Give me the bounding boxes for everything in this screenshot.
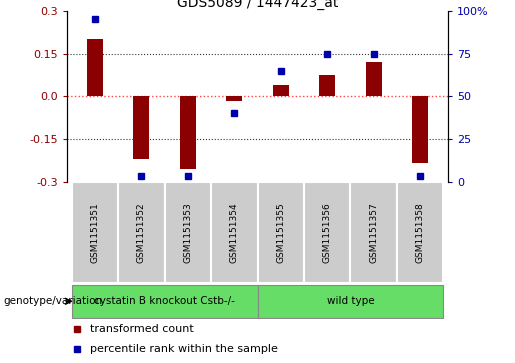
Text: transformed count: transformed count bbox=[90, 325, 194, 334]
Bar bbox=[133, 96, 149, 159]
Text: cystatin B knockout Cstb-/-: cystatin B knockout Cstb-/- bbox=[94, 296, 235, 306]
Text: GSM1151358: GSM1151358 bbox=[416, 202, 425, 263]
Bar bbox=[397, 182, 443, 283]
Bar bbox=[72, 285, 258, 318]
Bar bbox=[258, 285, 443, 318]
Bar bbox=[211, 182, 258, 283]
Text: percentile rank within the sample: percentile rank within the sample bbox=[90, 344, 278, 354]
Text: GSM1151352: GSM1151352 bbox=[137, 202, 146, 263]
Bar bbox=[366, 62, 382, 96]
Bar bbox=[319, 75, 335, 96]
Text: wild type: wild type bbox=[327, 296, 374, 306]
Bar bbox=[180, 96, 196, 169]
Text: genotype/variation: genotype/variation bbox=[4, 296, 103, 306]
Bar bbox=[226, 96, 243, 101]
Text: GSM1151355: GSM1151355 bbox=[276, 202, 285, 263]
Bar bbox=[87, 39, 103, 96]
Text: GSM1151356: GSM1151356 bbox=[323, 202, 332, 263]
Bar bbox=[272, 85, 289, 96]
Title: GDS5089 / 1447423_at: GDS5089 / 1447423_at bbox=[177, 0, 338, 10]
Text: GSM1151354: GSM1151354 bbox=[230, 202, 239, 263]
Bar bbox=[258, 182, 304, 283]
Text: GSM1151351: GSM1151351 bbox=[90, 202, 99, 263]
Bar bbox=[118, 182, 165, 283]
Bar bbox=[304, 182, 350, 283]
Text: GSM1151357: GSM1151357 bbox=[369, 202, 378, 263]
Bar bbox=[412, 96, 428, 163]
Bar bbox=[350, 182, 397, 283]
Bar bbox=[72, 182, 118, 283]
Bar bbox=[165, 182, 211, 283]
Text: GSM1151353: GSM1151353 bbox=[183, 202, 192, 263]
